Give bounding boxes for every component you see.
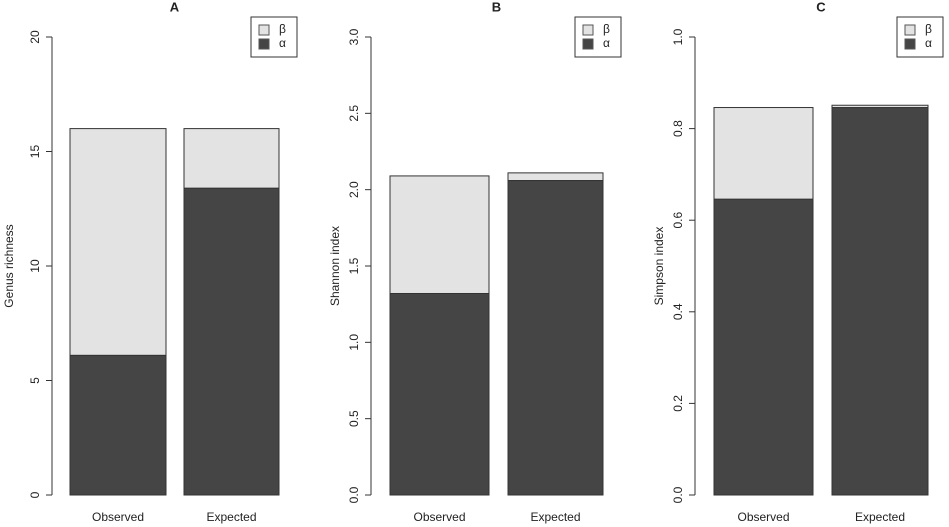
y-tick-label: 1.0 [347,334,361,351]
legend-label: β [925,22,932,36]
legend-swatch [904,24,916,36]
y-tick-label: 0.4 [671,303,685,320]
x-tick-label: Expected [530,510,580,524]
y-tick-label: 1.5 [347,257,361,274]
legend-swatch [904,38,916,50]
y-tick-label: 2.0 [347,181,361,198]
bar-segment [507,180,604,496]
y-tick-label: 1.0 [671,28,685,45]
bar-segment [831,107,929,496]
y-tick-label: 5 [28,377,42,384]
y-tick-label: 0 [28,491,42,498]
y-tick-label: 3.0 [347,28,361,45]
bar-segment [389,292,490,496]
bar-segment [69,354,167,496]
y-axis-title: Shannon index [328,226,342,306]
legend-swatch [582,24,594,36]
legend-swatch [258,24,270,36]
y-axis-title: Genus richness [2,224,16,307]
bar-segment [713,198,814,496]
y-tick-label: 0.0 [347,486,361,503]
legend-box [250,16,298,58]
legend-box [574,16,622,58]
y-tick-label: 0.0 [671,486,685,503]
legend-label: α [925,36,932,50]
legend-label: β [603,22,610,36]
y-tick-label: 2.5 [347,105,361,122]
legend-label: β [279,22,286,36]
legend-label: α [279,36,286,50]
y-tick-label: 0.2 [671,395,685,412]
bar-segment [507,172,604,182]
bar-segment [69,128,167,356]
legend-swatch [582,38,594,50]
bar-segment [831,104,929,109]
bar-segment [713,107,814,200]
y-tick-label: 0.5 [347,410,361,427]
y-tick-label: 0.6 [671,212,685,229]
legend-box [896,16,944,58]
chart-title: A [170,0,180,14]
y-tick-label: 0.8 [671,120,685,137]
y-tick-label: 20 [28,30,42,44]
x-tick-label: Expected [206,510,256,524]
chart-title: B [492,0,501,14]
y-axis-title: Simpson index [652,227,666,306]
chart-title: C [816,0,826,14]
y-tick-label: 15 [28,145,42,159]
bar-segment [183,128,280,189]
bar-segment [389,175,490,294]
x-tick-label: Expected [855,510,905,524]
y-tick-label: 10 [28,259,42,273]
x-tick-label: Observed [737,510,789,524]
x-tick-label: Observed [413,510,465,524]
legend-swatch [258,38,270,50]
legend-label: α [603,36,610,50]
x-tick-label: Observed [92,510,144,524]
bar-segment [183,187,280,496]
